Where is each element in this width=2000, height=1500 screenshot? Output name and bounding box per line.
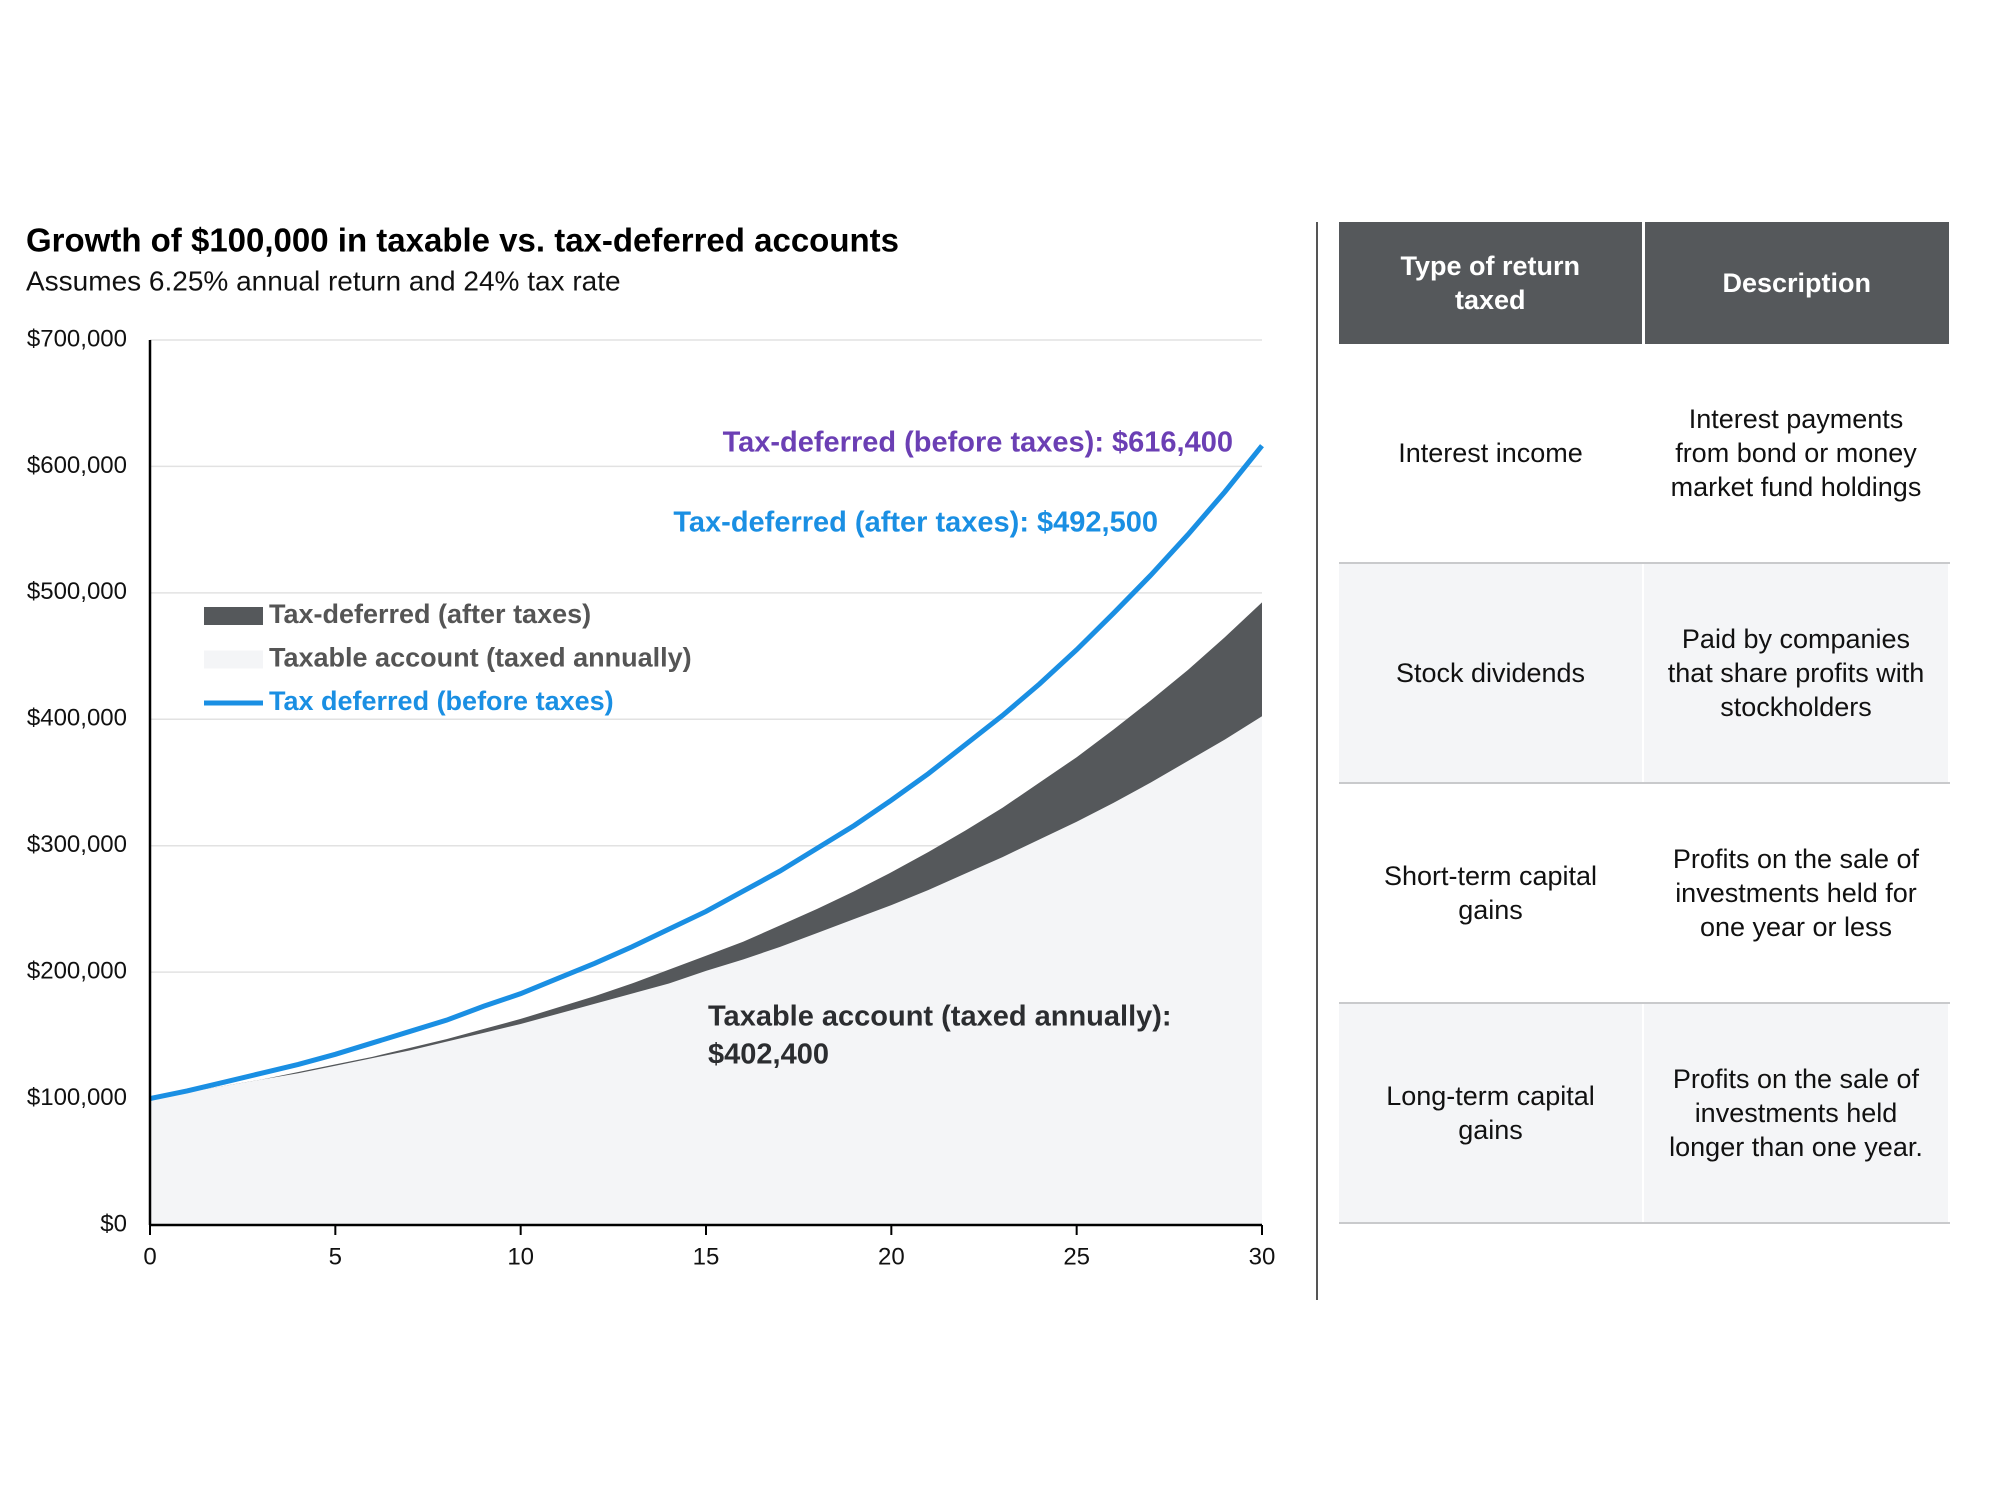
table-cell: Profits on the sale of investments held … (1643, 783, 1950, 1004)
table-row: Interest income Interest payments from bo… (1339, 344, 1950, 564)
annotation: Tax-deferred (before taxes): $616,400 (723, 427, 1233, 459)
x-tick-label: 0 (143, 1243, 156, 1270)
y-tick-label: $500,000 (27, 578, 127, 605)
x-tick-label: 10 (507, 1243, 534, 1270)
table-row: Long-term capital gains Profits on the sa… (1339, 1003, 1950, 1224)
y-tick-label: $400,000 (27, 705, 127, 732)
table-cell: Short-term capital gains (1339, 783, 1644, 1004)
line (149, 444, 1264, 1102)
annotation: $402,400 (708, 1039, 829, 1071)
x-tick-label: 20 (878, 1243, 905, 1270)
table-cell: Stock dividends (1339, 563, 1644, 784)
y-tick-label: $700,000 (27, 325, 127, 352)
table-cell: Interest income (1339, 344, 1644, 564)
table-cell: Paid by companies that share profits wit… (1643, 563, 1950, 784)
legend-swatch (204, 650, 263, 669)
area (150, 716, 1262, 1225)
annotation: Tax-deferred (after taxes): $492,500 (673, 507, 1158, 539)
y-tick-label: $300,000 (27, 831, 127, 858)
legend-label: Tax-deferred (after taxes) (269, 599, 591, 629)
x-tick-label: 25 (1063, 1243, 1090, 1270)
x-tick-label: 15 (693, 1243, 720, 1270)
table-cell: Profits on the sale of investments held … (1643, 1003, 1950, 1224)
annotation: Taxable account (taxed annually): (708, 1001, 1172, 1033)
legend-label: Taxable account (taxed annually) (269, 643, 692, 673)
y-tick-label: $0 (100, 1210, 127, 1237)
legend-swatch (204, 607, 263, 625)
table-row: Stock dividends Paid by companies that sh… (1339, 563, 1950, 784)
x-tick-label: 5 (329, 1243, 342, 1270)
y-tick-label: $600,000 (27, 452, 127, 479)
legend-label: Tax deferred (before taxes) (269, 686, 614, 716)
x-tick-label: 30 (1249, 1243, 1276, 1270)
header-cell: Type of return taxed (1339, 222, 1645, 344)
table-cell: Interest payments from bond or money mar… (1643, 344, 1950, 564)
header-row: Type of return taxed Description (1339, 222, 1949, 344)
table-cell: Long-term capital gains (1339, 1003, 1644, 1224)
y-tick-label: $100,000 (27, 1084, 127, 1111)
chart-title: Growth of $100,000 in taxable vs. tax-de… (26, 222, 899, 259)
y-tick-label: $200,000 (27, 957, 127, 984)
chart-subtitle: Assumes 6.25% annual return and 24% tax … (26, 265, 621, 296)
header-cell: Description (1643, 222, 1949, 344)
table-row: Short-term capital gains Profits on the s… (1339, 783, 1950, 1004)
table: Type of return taxed Description Interest… (1339, 222, 1950, 1224)
